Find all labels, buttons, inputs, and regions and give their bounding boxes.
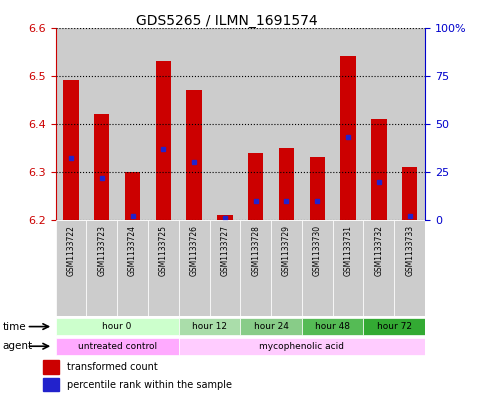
Text: GSM1133729: GSM1133729 [282, 225, 291, 276]
Bar [248, 152, 263, 220]
Bar [240, 220, 271, 316]
Bar [56, 220, 86, 316]
Bar [402, 167, 417, 220]
Bar [125, 172, 140, 220]
Text: mycophenolic acid: mycophenolic acid [259, 342, 344, 351]
Bar [56, 318, 179, 335]
Bar [179, 338, 425, 355]
Bar [302, 220, 333, 316]
Text: GSM1133724: GSM1133724 [128, 225, 137, 276]
Text: GSM1133727: GSM1133727 [220, 225, 229, 276]
Text: GSM1133722: GSM1133722 [67, 225, 75, 276]
Text: hour 12: hour 12 [192, 322, 227, 331]
Bar [56, 28, 86, 220]
Bar [364, 28, 394, 220]
Bar [279, 148, 294, 220]
Bar [148, 28, 179, 220]
Text: GSM1133733: GSM1133733 [405, 225, 414, 276]
Bar [271, 220, 302, 316]
Bar [94, 114, 110, 220]
Text: hour 72: hour 72 [377, 322, 412, 331]
Bar [156, 61, 171, 220]
Text: GDS5265 / ILMN_1691574: GDS5265 / ILMN_1691574 [136, 14, 318, 28]
Bar [179, 28, 210, 220]
Bar [117, 220, 148, 316]
Bar [302, 318, 364, 335]
Text: GSM1133732: GSM1133732 [374, 225, 384, 276]
Bar [364, 318, 425, 335]
Text: agent: agent [2, 341, 32, 351]
Text: percentile rank within the sample: percentile rank within the sample [68, 380, 232, 389]
Text: untreated control: untreated control [78, 342, 156, 351]
Bar [371, 119, 386, 220]
Text: hour 48: hour 48 [315, 322, 350, 331]
Bar [210, 28, 240, 220]
Bar [394, 220, 425, 316]
Bar [364, 220, 394, 316]
Bar [63, 81, 79, 220]
Bar [56, 338, 179, 355]
Bar [186, 90, 202, 220]
Bar [43, 378, 59, 391]
Text: GSM1133730: GSM1133730 [313, 225, 322, 276]
Bar [43, 360, 59, 373]
Bar [217, 215, 233, 220]
Bar [394, 28, 425, 220]
Bar [271, 28, 302, 220]
Bar [333, 220, 364, 316]
Bar [179, 220, 210, 316]
Bar [333, 28, 364, 220]
Text: hour 24: hour 24 [254, 322, 288, 331]
Text: transformed count: transformed count [68, 362, 158, 372]
Text: GSM1133731: GSM1133731 [343, 225, 353, 276]
Bar [240, 28, 271, 220]
Bar [341, 56, 356, 220]
Text: GSM1133725: GSM1133725 [159, 225, 168, 276]
Text: GSM1133726: GSM1133726 [190, 225, 199, 276]
Bar [86, 28, 117, 220]
Text: time: time [2, 321, 26, 332]
Bar [86, 220, 117, 316]
Text: GSM1133723: GSM1133723 [97, 225, 106, 276]
Text: hour 0: hour 0 [102, 322, 132, 331]
Bar [302, 28, 333, 220]
Bar [210, 220, 240, 316]
Bar [240, 318, 302, 335]
Bar [179, 318, 240, 335]
Text: GSM1133728: GSM1133728 [251, 225, 260, 276]
Bar [148, 220, 179, 316]
Bar [117, 28, 148, 220]
Bar [310, 158, 325, 220]
